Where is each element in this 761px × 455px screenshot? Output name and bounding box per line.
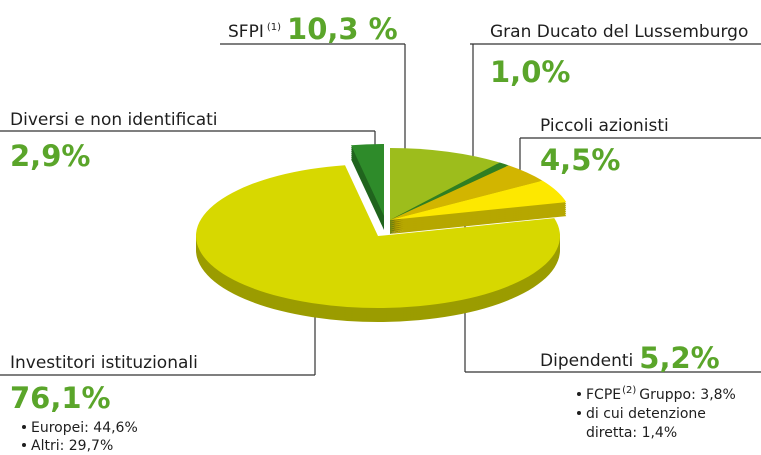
detail-text: Altri: 29,7%	[31, 438, 113, 454]
category-label: Piccoli azionisti	[540, 116, 669, 136]
pie	[196, 144, 567, 322]
detail-text: Europei: 44,6%	[31, 420, 138, 436]
category-label: Investitori istituzionali	[10, 353, 198, 373]
slice	[351, 144, 384, 216]
value-label: 5,2%	[639, 341, 719, 375]
category-label: Dipendenti	[540, 351, 633, 371]
bullet	[577, 411, 581, 415]
detail-text: di cui detenzione	[586, 406, 706, 422]
value-label: 10,3 %	[287, 12, 398, 46]
slice	[390, 148, 500, 220]
footnote-mark: (2)	[622, 385, 636, 396]
slice	[196, 165, 561, 308]
bullet	[22, 443, 26, 447]
bullet	[22, 425, 26, 429]
labels: SFPI (1) 10,3 % Gran Ducato del Lussemburgo…	[10, 12, 748, 454]
footnote-mark: (1)	[267, 22, 281, 33]
slice	[390, 162, 509, 220]
value-label: 2,9%	[10, 139, 90, 173]
slice	[390, 180, 567, 220]
detail-text: FCPE	[586, 387, 621, 403]
slice	[390, 165, 543, 220]
category-label: Diversi e non identificati	[10, 110, 218, 130]
category-label: SFPI	[228, 22, 264, 42]
leader-lines	[0, 43, 761, 376]
bullet	[577, 392, 581, 396]
detail-text: Gruppo: 3,8%	[639, 387, 736, 403]
detail-text: diretta: 1,4%	[586, 425, 677, 441]
category-label: Gran Ducato del Lussemburgo	[490, 22, 748, 42]
value-label: 76,1%	[10, 381, 111, 415]
value-label: 4,5%	[540, 143, 620, 177]
value-label: 1,0%	[490, 55, 570, 89]
